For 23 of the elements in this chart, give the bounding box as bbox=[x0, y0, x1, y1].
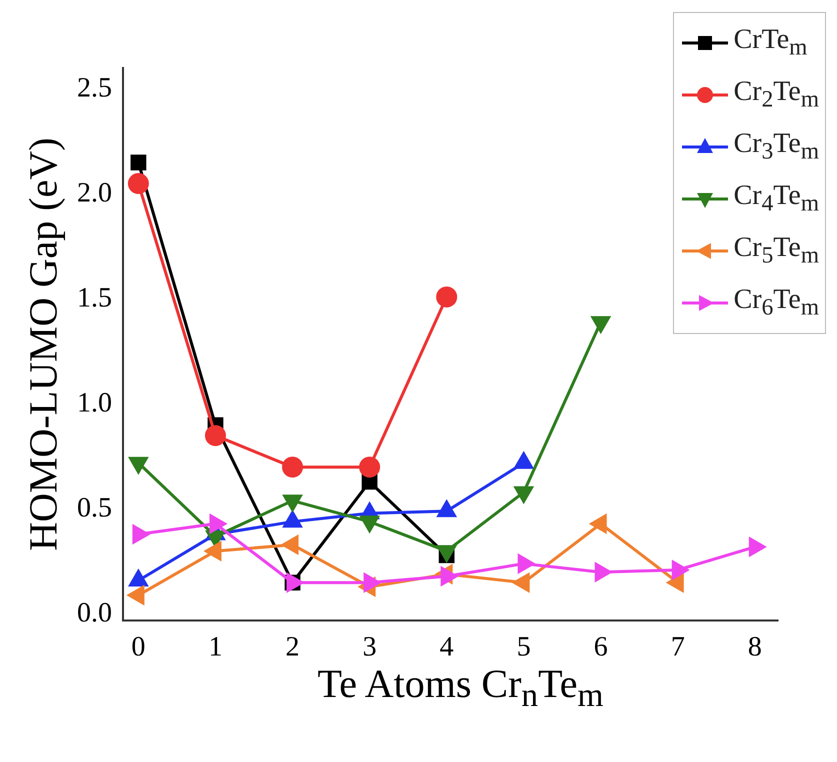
y-tick-label: 0.5 bbox=[77, 492, 112, 524]
x-tick-label: 7 bbox=[670, 632, 685, 663]
x-tick-label: 0 bbox=[131, 632, 146, 663]
x-tick-label: 5 bbox=[516, 632, 531, 663]
y-tick-label: 2.5 bbox=[77, 72, 112, 104]
y-axis-title: HOMO-LUMO Gap (eV) bbox=[20, 138, 66, 551]
x-tick-label: 6 bbox=[594, 632, 608, 663]
x-tick-label: 8 bbox=[748, 632, 762, 663]
legend-label: Cr$_{2}$Te$_{m}$ bbox=[734, 76, 819, 114]
y-tick-label: 0.0 bbox=[77, 597, 112, 628]
x-axis-title: Te Atoms Cr$_{n}$Te$_{m}$ bbox=[318, 661, 604, 714]
x-tick-label: 3 bbox=[362, 632, 377, 663]
legend-label: CrTe$_{m}$ bbox=[734, 24, 808, 62]
legend-label: Cr$_{3}$Te$_{m}$ bbox=[734, 128, 819, 166]
x-tick-label: 1 bbox=[208, 632, 222, 663]
legend-label: Cr$_{6}$Te$_{m}$ bbox=[734, 284, 819, 322]
legend-label: Cr$_{5}$Te$_{m}$ bbox=[734, 232, 819, 270]
x-tick-label: 4 bbox=[440, 632, 454, 663]
y-tick-label: 2.0 bbox=[77, 177, 112, 208]
legend-label: Cr$_{4}$Te$_{m}$ bbox=[734, 180, 819, 218]
y-tick-label: 1.5 bbox=[77, 282, 112, 314]
x-tick-label: 2 bbox=[286, 632, 300, 663]
y-tick-label: 1.0 bbox=[77, 387, 112, 418]
